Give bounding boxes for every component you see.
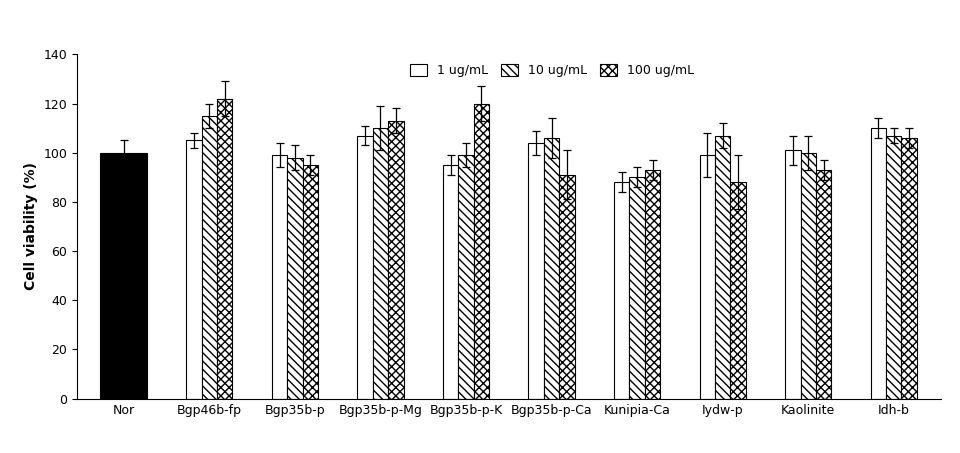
- Bar: [202, 116, 217, 399]
- Bar: [287, 158, 302, 399]
- Bar: [560, 175, 575, 399]
- Bar: [731, 182, 746, 399]
- Bar: [473, 104, 490, 399]
- Bar: [372, 128, 388, 399]
- Y-axis label: Cell viability (%): Cell viability (%): [24, 163, 37, 290]
- Bar: [458, 155, 473, 399]
- Bar: [901, 138, 917, 399]
- Bar: [443, 165, 458, 399]
- Bar: [272, 155, 287, 399]
- Bar: [715, 135, 731, 399]
- Bar: [871, 128, 886, 399]
- Bar: [101, 153, 148, 399]
- Bar: [785, 150, 801, 399]
- Bar: [614, 182, 630, 399]
- Bar: [388, 121, 403, 399]
- Bar: [886, 135, 901, 399]
- Bar: [630, 177, 645, 399]
- Bar: [645, 170, 660, 399]
- Bar: [700, 155, 715, 399]
- Bar: [302, 165, 318, 399]
- Bar: [816, 170, 831, 399]
- Bar: [186, 140, 202, 399]
- Bar: [528, 143, 544, 399]
- Bar: [217, 99, 232, 399]
- Bar: [357, 135, 372, 399]
- Legend: 1 ug/mL, 10 ug/mL, 100 ug/mL: 1 ug/mL, 10 ug/mL, 100 ug/mL: [406, 61, 698, 81]
- Bar: [544, 138, 560, 399]
- Bar: [801, 153, 816, 399]
